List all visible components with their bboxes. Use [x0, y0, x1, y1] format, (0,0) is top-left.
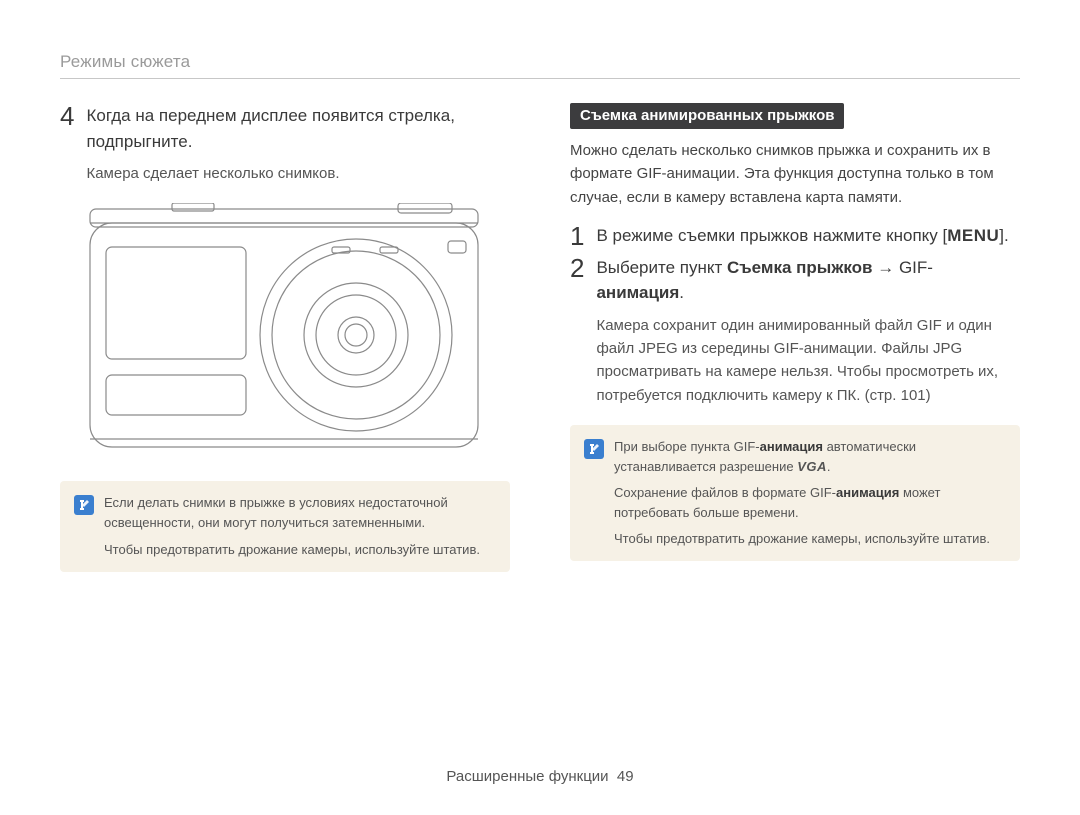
step-number: 1	[570, 223, 584, 249]
step-1: 1 В режиме съемки прыжков нажмите кнопку…	[570, 223, 1020, 249]
text: Сохранение файлов в формате GIF-	[614, 485, 836, 500]
right-column: Съемка анимированных прыжков Можно сдела…	[570, 103, 1020, 572]
step-lead: Когда на переднем дисплее появится стрел…	[86, 103, 510, 154]
note-text: Если делать снимки в прыжке в условиях н…	[104, 493, 496, 533]
text: GIF-	[899, 258, 933, 277]
step-sub: Камера сделает несколько снимков.	[86, 162, 510, 185]
step-number: 4	[60, 103, 74, 185]
text: .	[827, 459, 831, 474]
info-icon	[74, 495, 94, 515]
menu-glyph: MENU	[947, 226, 999, 245]
bold-text: анимация	[836, 485, 899, 500]
text: При выборе пункта GIF-	[614, 439, 760, 454]
step-lead: Выберите пункт Съемка прыжков → GIF-аним…	[596, 255, 1020, 306]
note-text: Чтобы предотвратить дрожание камеры, исп…	[614, 529, 1006, 549]
step-number: 2	[570, 255, 584, 407]
text: Выберите пункт	[596, 258, 727, 277]
camera-svg	[84, 203, 484, 454]
step-2: 2 Выберите пункт Съемка прыжков → GIF-ан…	[570, 255, 1020, 407]
note-text: При выборе пункта GIF-анимация автоматич…	[614, 437, 1006, 477]
intro-paragraph: Можно сделать несколько снимков прыжка и…	[570, 139, 1020, 209]
left-column: 4 Когда на переднем дисплее появится стр…	[60, 103, 510, 572]
note-box-right: При выборе пункта GIF-анимация автоматич…	[570, 425, 1020, 562]
text: ].	[999, 226, 1008, 245]
step-sub: Камера сохранит один анимированный файл …	[596, 314, 1020, 407]
step-4: 4 Когда на переднем дисплее появится стр…	[60, 103, 510, 185]
note-box-left: Если делать снимки в прыжке в условиях н…	[60, 481, 510, 571]
step-lead: В режиме съемки прыжков нажмите кнопку […	[596, 223, 1020, 249]
page-number: 49	[617, 768, 634, 785]
note-text: Сохранение файлов в формате GIF-анимация…	[614, 483, 1006, 523]
divider	[60, 78, 1020, 79]
camera-illustration	[84, 203, 510, 459]
vga-glyph: VGA	[797, 459, 827, 474]
info-icon	[584, 439, 604, 459]
bold-text: анимация	[760, 439, 823, 454]
text: .	[679, 283, 684, 302]
subheading: Съемка анимированных прыжков	[570, 103, 844, 129]
arrow: →	[873, 258, 899, 277]
bold-text: анимация	[596, 283, 679, 302]
bold-text: Съемка прыжков	[727, 258, 873, 277]
text: В режиме съемки прыжков нажмите кнопку [	[596, 226, 947, 245]
note-text: Чтобы предотвратить дрожание камеры, исп…	[104, 540, 496, 560]
section-header: Режимы сюжета	[60, 52, 1020, 72]
page-footer: Расширенные функции 49	[0, 768, 1080, 785]
footer-label: Расширенные функции	[446, 768, 608, 785]
